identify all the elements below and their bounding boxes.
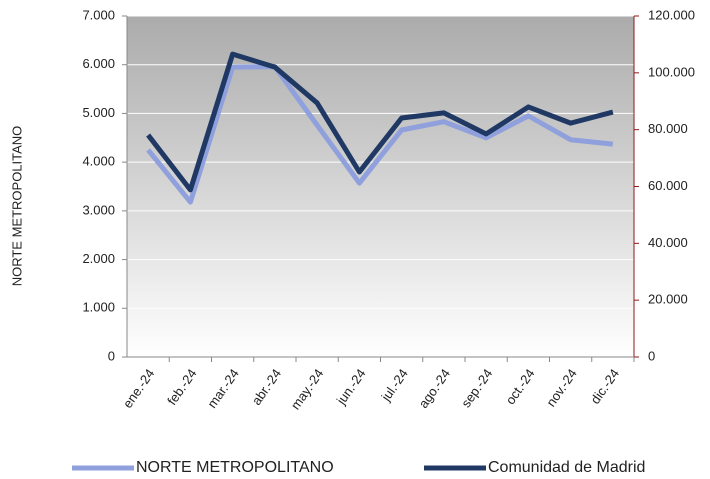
y2-tick-label: 0 — [648, 348, 655, 363]
y-axis-label: NORTE METROPOLITANO — [9, 126, 24, 287]
x-tick-label: oct.-24 — [503, 366, 538, 407]
series-line — [146, 64, 614, 205]
y2-tick-label: 60.000 — [648, 178, 688, 193]
x-tick-label: sep.-24 — [458, 366, 495, 410]
y-tick-label: 1.000 — [82, 300, 115, 315]
y2-tick-label: 100.000 — [648, 64, 695, 79]
x-tick-label: feb.-24 — [164, 366, 200, 408]
x-tick-label: ago.-24 — [416, 366, 454, 411]
y-tick-label: 2.000 — [82, 251, 115, 266]
x-tick-label: ene.-24 — [120, 366, 158, 411]
plot-area — [127, 16, 634, 357]
y2-tick-label: 20.000 — [648, 292, 688, 307]
x-tick-label: abr.-24 — [249, 366, 285, 408]
y-tick-label: 7.000 — [82, 7, 115, 22]
legend-label: Comunidad de Madrid — [488, 459, 645, 476]
y-tick-label: 3.000 — [82, 202, 115, 217]
x-tick-label: jul.-24 — [378, 366, 411, 404]
y2-tick-label: 120.000 — [648, 7, 695, 22]
x-tick-label: jun.-24 — [333, 366, 369, 408]
x-tick-label: mar.-24 — [204, 366, 242, 411]
x-tick-label: dic.-24 — [587, 366, 622, 407]
y-tick-label: 0 — [108, 348, 115, 363]
y-tick-label: 6.000 — [82, 56, 115, 71]
y-tick-label: 4.000 — [82, 154, 115, 169]
x-tick-label: may.-24 — [288, 366, 327, 412]
series-line — [146, 51, 614, 193]
y2-tick-label: 40.000 — [648, 235, 688, 250]
y2-tick-label: 80.000 — [648, 121, 688, 136]
legend-label: NORTE METROPOLITANO — [136, 459, 334, 476]
x-tick-label: nov.-24 — [543, 366, 580, 409]
y-tick-label: 5.000 — [82, 105, 115, 120]
